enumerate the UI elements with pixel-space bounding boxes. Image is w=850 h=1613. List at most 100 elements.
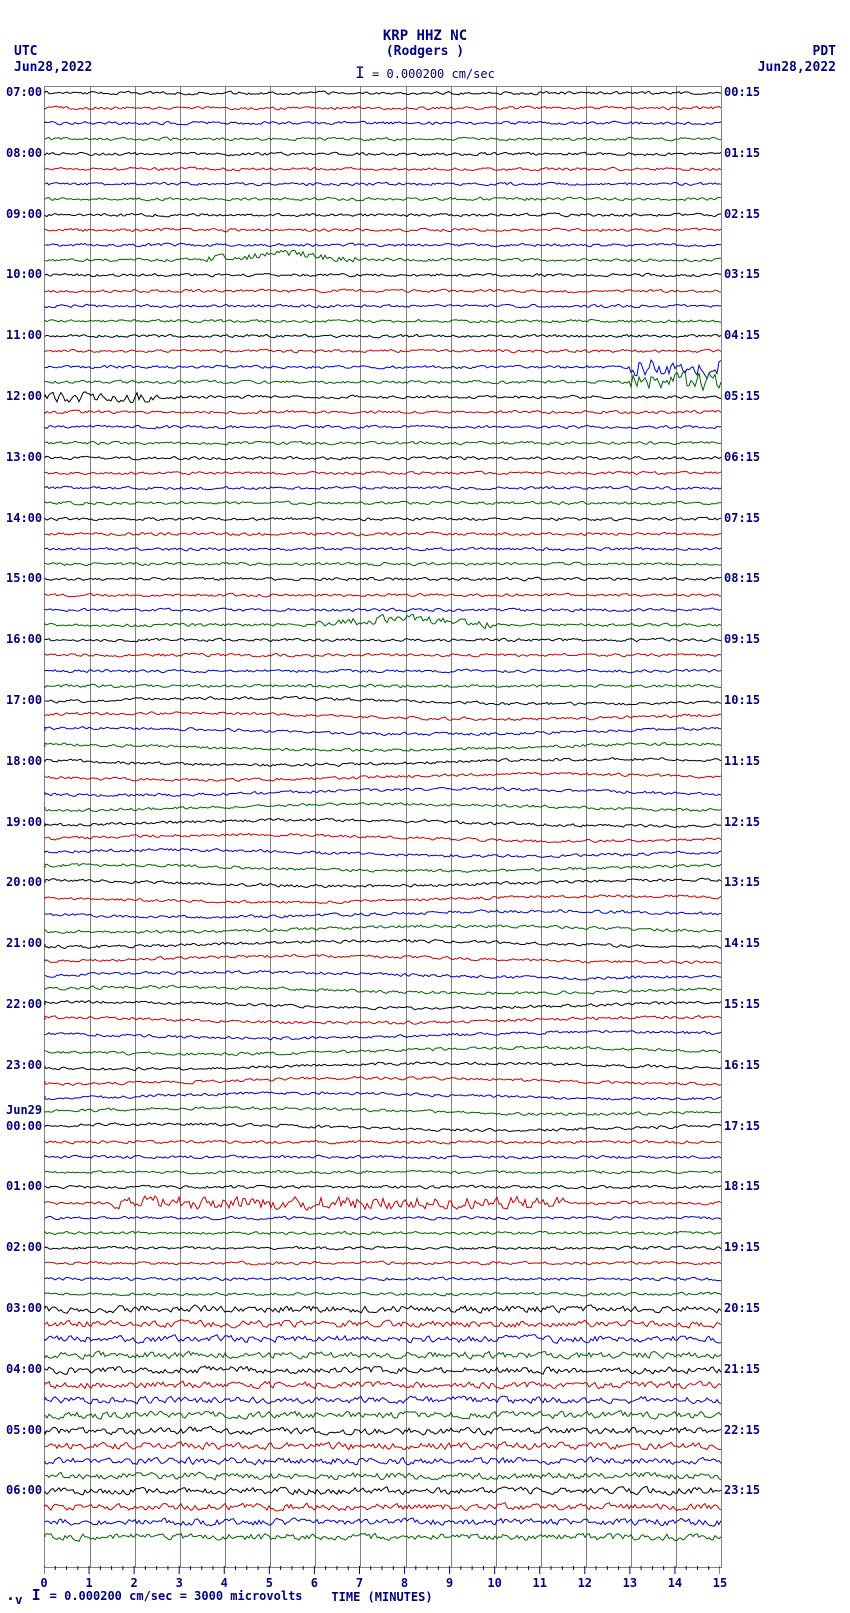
seismogram-trace <box>45 314 721 328</box>
left-time-label: 09:00 <box>6 207 42 221</box>
left-time-label: 01:00 <box>6 1179 42 1193</box>
seismogram-trace <box>45 1165 721 1179</box>
seismogram-trace <box>45 1287 721 1301</box>
seismogram-trace <box>45 436 721 450</box>
seismogram-trace <box>45 1469 721 1483</box>
seismogram-trace <box>45 876 721 890</box>
tz-left-label: UTC <box>14 44 92 60</box>
seismogram-trace <box>45 1013 721 1027</box>
x-tick-label: 13 <box>623 1576 637 1590</box>
seismogram-trace <box>45 1074 721 1088</box>
left-time-label: 11:00 <box>6 328 42 342</box>
x-tick-label: 14 <box>668 1576 682 1590</box>
seismogram-trace <box>45 496 721 510</box>
seismogram-trace <box>45 1363 721 1377</box>
right-time-label: 12:15 <box>724 815 760 829</box>
right-time-label: 13:15 <box>724 875 760 889</box>
station-location: (Rodgers ) <box>0 44 850 59</box>
seismogram-trace <box>45 1241 721 1255</box>
left-time-label: 18:00 <box>6 754 42 768</box>
seismogram-trace <box>45 1515 721 1529</box>
tz-right-date: Jun28,2022 <box>758 60 836 76</box>
left-time-label: 21:00 <box>6 936 42 950</box>
seismogram-trace <box>45 937 721 951</box>
right-time-label: 00:15 <box>724 85 760 99</box>
seismogram-trace <box>45 527 721 541</box>
right-time-label: 02:15 <box>724 207 760 221</box>
seismogram-trace <box>45 1028 721 1042</box>
right-time-label: 08:15 <box>724 571 760 585</box>
seismogram-trace <box>45 405 721 419</box>
x-tick-label: 15 <box>713 1576 727 1590</box>
seismogram-trace <box>45 1089 721 1103</box>
right-time-label: 18:15 <box>724 1179 760 1193</box>
footer-scale: .v I = 0.000200 cm/sec = 3000 microvolts <box>6 1586 303 1607</box>
x-tick-label: 8 <box>401 1576 408 1590</box>
seismogram-trace <box>45 1272 721 1286</box>
seismogram-trace <box>45 618 721 632</box>
seismogram-trace <box>45 572 721 586</box>
seismogram-trace <box>45 147 721 161</box>
seismogram-trace <box>45 861 721 875</box>
seismogram-trace <box>45 1302 721 1316</box>
seismogram-trace <box>45 922 721 936</box>
seismogram-trace <box>45 724 721 738</box>
seismogram-trace <box>45 968 721 982</box>
seismogram-trace <box>45 770 721 784</box>
seismogram-trace <box>45 451 721 465</box>
seismogram-trace <box>45 208 721 222</box>
seismogram-trace <box>45 238 721 252</box>
left-time-label: 16:00 <box>6 632 42 646</box>
seismogram-trace <box>45 299 721 313</box>
seismogram-trace <box>45 1059 721 1073</box>
left-time-label: 12:00 <box>6 389 42 403</box>
right-time-label: 05:15 <box>724 389 760 403</box>
seismogram-trace <box>45 268 721 282</box>
x-tick-label: 12 <box>578 1576 592 1590</box>
seismogram-trace <box>45 360 721 374</box>
seismogram-trace <box>45 390 721 404</box>
right-time-label: 21:15 <box>724 1362 760 1376</box>
seismogram-trace <box>45 192 721 206</box>
seismogram-trace <box>45 1408 721 1422</box>
right-time-label: 16:15 <box>724 1058 760 1072</box>
left-time-label: 19:00 <box>6 815 42 829</box>
seismogram-trace <box>45 1500 721 1514</box>
left-time-label: 05:00 <box>6 1423 42 1437</box>
seismogram-trace <box>45 998 721 1012</box>
seismogram-trace <box>45 1256 721 1270</box>
seismogram-trace <box>45 1393 721 1407</box>
right-time-label: 06:15 <box>724 450 760 464</box>
seismogram-trace <box>45 132 721 146</box>
seismogram-trace <box>45 223 721 237</box>
seismogram-trace <box>45 952 721 966</box>
seismogram-trace <box>45 1424 721 1438</box>
seismogram-trace <box>45 755 721 769</box>
seismogram-trace <box>45 1530 721 1544</box>
seismogram-trace <box>45 1120 721 1134</box>
right-time-label: 10:15 <box>724 693 760 707</box>
station-id: KRP HHZ NC <box>0 28 850 44</box>
seismogram-trace <box>45 785 721 799</box>
seismogram-trace <box>45 284 721 298</box>
left-time-label: 06:00 <box>6 1483 42 1497</box>
seismogram-trace <box>45 1150 721 1164</box>
left-time-label: 15:00 <box>6 571 42 585</box>
x-tick-label: 9 <box>446 1576 453 1590</box>
seismogram-trace <box>45 1211 721 1225</box>
seismogram-trace <box>45 1454 721 1468</box>
x-tick-label: 11 <box>532 1576 546 1590</box>
x-tick-label: 10 <box>487 1576 501 1590</box>
seismogram-trace <box>45 679 721 693</box>
seismogram-trace <box>45 481 721 495</box>
seismogram-trace <box>45 86 721 100</box>
right-time-label: 14:15 <box>724 936 760 950</box>
seismogram-trace <box>45 512 721 526</box>
left-time-label: 10:00 <box>6 267 42 281</box>
seismogram-trace <box>45 709 721 723</box>
right-time-label: 20:15 <box>724 1301 760 1315</box>
x-tick-label: 6 <box>311 1576 318 1590</box>
seismogram-trace <box>45 177 721 191</box>
seismogram-trace <box>45 1135 721 1149</box>
right-time-label: 04:15 <box>724 328 760 342</box>
